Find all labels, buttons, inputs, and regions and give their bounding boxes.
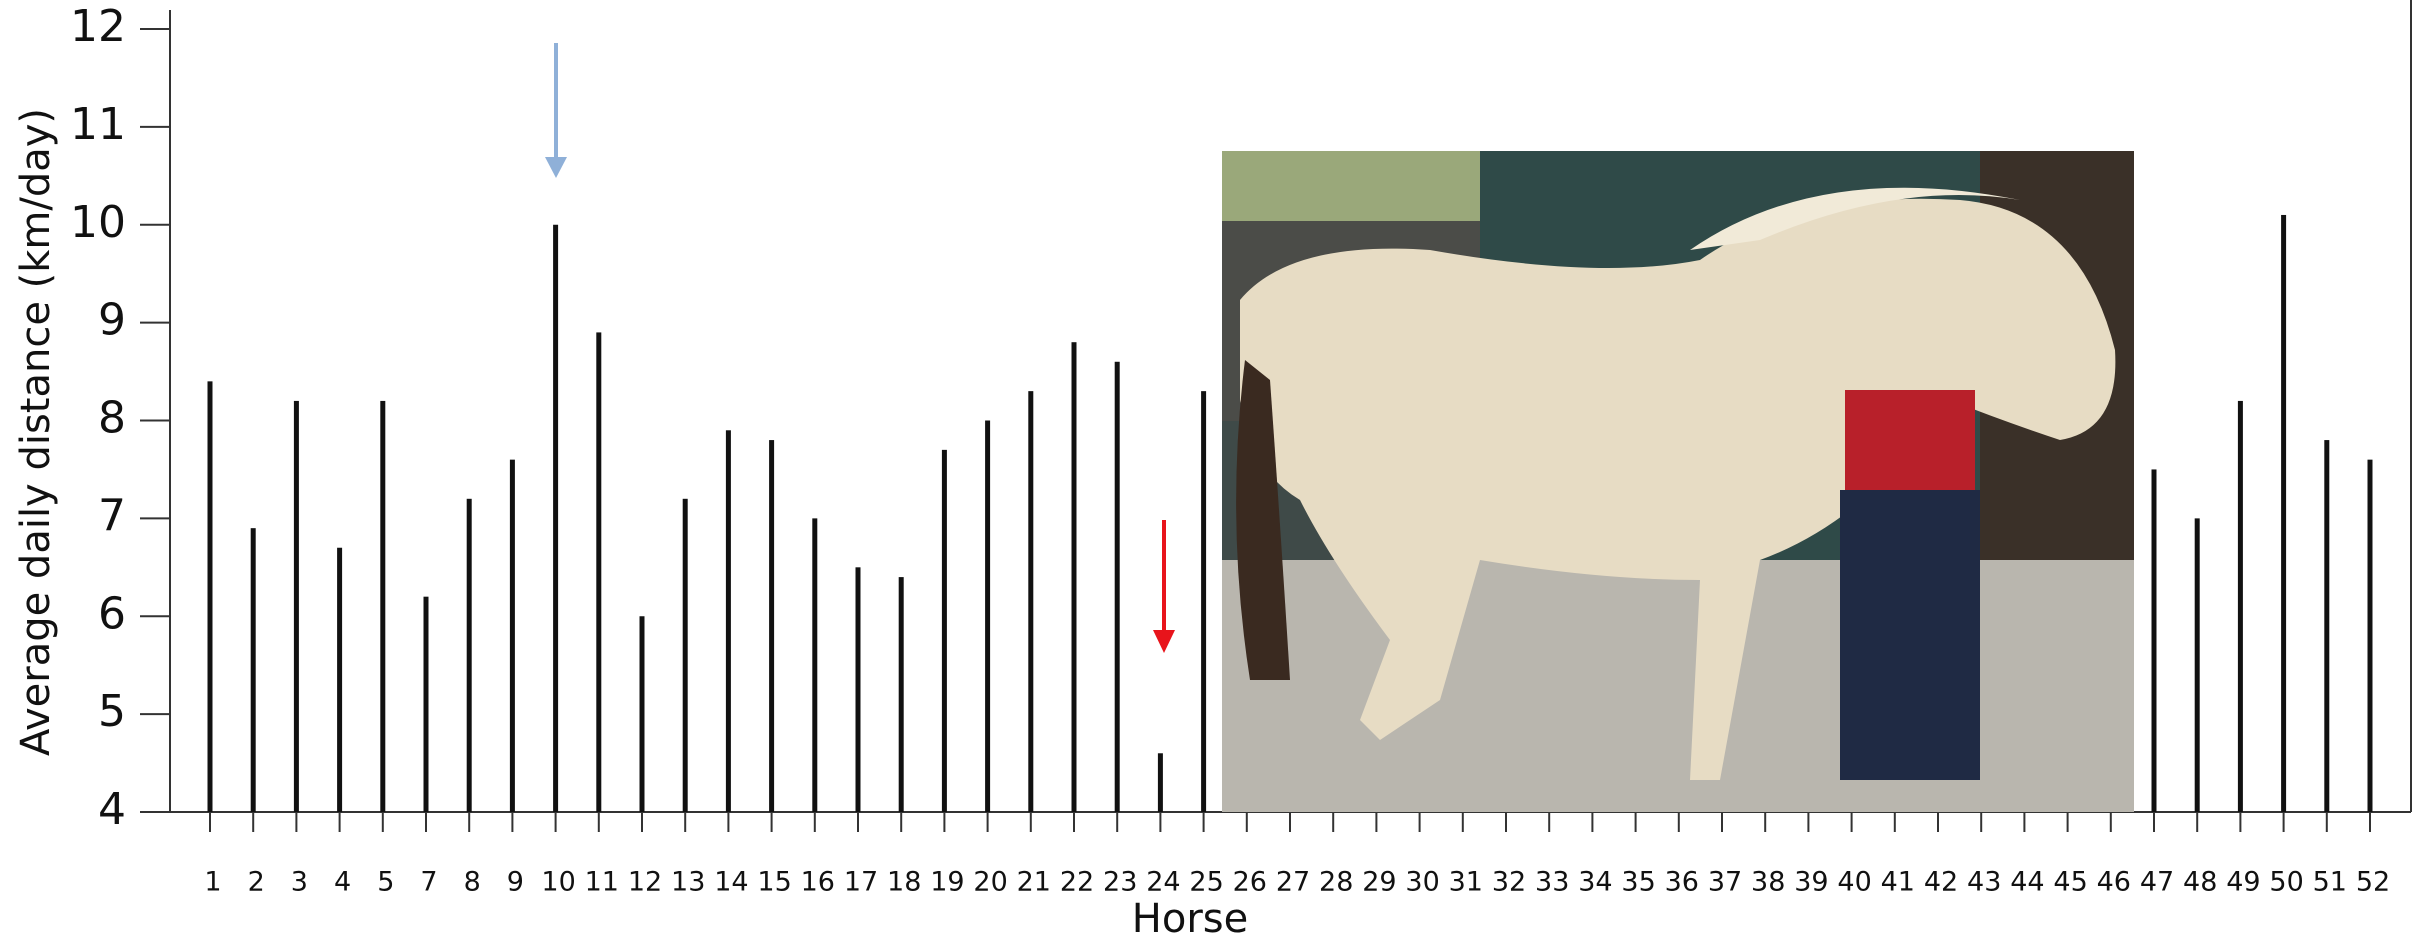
x-tick-label: 10 [541,867,575,898]
bar [639,616,645,812]
bar [769,440,775,812]
bar [380,400,386,812]
x-tick-label: 45 [2053,867,2087,898]
y-tick-label: 11 [70,99,126,150]
bar [293,400,299,812]
x-tick-label: 35 [1621,867,1655,898]
x-tick-label: 17 [844,867,878,898]
x-tick-label: 12 [628,867,662,898]
y-tick-label: 4 [98,784,126,835]
x-tick-label: 5 [377,867,394,898]
x-tick-label: 36 [1665,867,1699,898]
bar [941,449,947,812]
x-tick-label: 3 [291,867,308,898]
bar [250,528,256,812]
bar [682,498,688,812]
x-tick-label: 43 [1967,867,2001,898]
bar [509,459,515,812]
x-tick-label: 46 [2097,867,2131,898]
bar [725,430,731,812]
x-tick-label: 28 [1319,867,1353,898]
bar [466,498,472,812]
horse-photo [1222,151,2134,812]
x-tick-label: 14 [714,867,748,898]
x-tick-label: 32 [1492,867,1526,898]
bar [1028,391,1034,812]
bar [2194,518,2200,812]
x-tick-label: 1 [204,867,221,898]
x-tick-label: 4 [334,867,351,898]
y-tick-label: 7 [98,490,126,541]
x-tick-label: 50 [2269,867,2303,898]
bar [985,420,991,812]
x-tick-label: 52 [2356,867,2390,898]
x-tick-label: 49 [2226,867,2260,898]
x-tick-label: 33 [1535,867,1569,898]
x-tick-label: 8 [464,867,481,898]
bar [1114,361,1120,812]
bar [596,332,602,812]
bar [812,518,818,812]
x-axis-title: Horse [1132,896,1248,942]
bar [1201,391,1207,812]
x-tick-label: 18 [887,867,921,898]
bar [1157,753,1163,812]
x-tick-label: 37 [1708,867,1742,898]
x-tick-label: 42 [1924,867,1958,898]
bar [2324,440,2330,812]
x-tick-label: 13 [671,867,705,898]
x-tick-label: 26 [1233,867,1267,898]
x-tick-label: 41 [1881,867,1915,898]
bar [898,577,904,812]
bar [855,567,861,812]
x-tick-label: 21 [1017,867,1051,898]
x-tick-label: 38 [1751,867,1785,898]
x-tick-label: 22 [1060,867,1094,898]
x-tick-label: 11 [585,867,619,898]
y-tick-label: 5 [98,686,126,737]
y-tick-label: 9 [98,295,126,346]
bar [423,596,429,812]
x-tick-label: 16 [801,867,835,898]
x-tick-label: 31 [1449,867,1483,898]
x-tick-label: 30 [1405,867,1439,898]
x-tick-label: 19 [930,867,964,898]
x-tick-label: 24 [1146,867,1180,898]
x-tick-label: 15 [757,867,791,898]
x-tick-label: 47 [2140,867,2174,898]
bar [207,381,213,812]
bar [2281,214,2287,812]
x-tick-label: 51 [2313,867,2347,898]
x-tick-label: 40 [1837,867,1871,898]
y-tick-label: 8 [98,393,126,444]
x-tick-label: 20 [973,867,1007,898]
x-tick-label: 23 [1103,867,1137,898]
bar [2237,400,2243,812]
x-tick-label: 34 [1578,867,1612,898]
x-tick-label: 48 [2183,867,2217,898]
x-tick-label: 44 [2010,867,2044,898]
y-tick-label: 6 [98,588,126,639]
blue-arrow [545,43,567,178]
y-axis-title: Average daily distance (km/day) [13,108,59,756]
bar [553,224,559,812]
x-tick-label: 39 [1794,867,1828,898]
x-tick-label: 7 [420,867,437,898]
x-tick-label: 2 [248,867,265,898]
x-tick-label: 9 [507,867,524,898]
red-arrow [1153,520,1175,653]
x-tick-label: 27 [1276,867,1310,898]
bar [2151,469,2157,812]
x-tick-label: 25 [1189,867,1223,898]
bar [1071,342,1077,812]
y-tick-label: 12 [70,1,126,52]
bar [337,547,343,812]
y-tick-label: 10 [70,197,126,248]
x-tick-label: 29 [1362,867,1396,898]
bar [2367,459,2373,812]
